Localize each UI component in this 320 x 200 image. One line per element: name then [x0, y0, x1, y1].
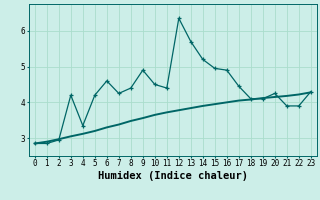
X-axis label: Humidex (Indice chaleur): Humidex (Indice chaleur)	[98, 171, 248, 181]
